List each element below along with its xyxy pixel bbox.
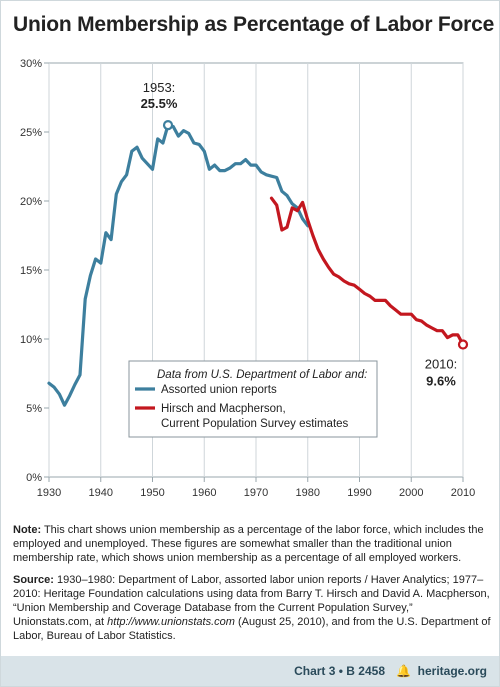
y-tick-label: 10% (20, 334, 42, 346)
x-tick-label: 2010 (451, 487, 475, 499)
annotation-2010-label: 2010: (425, 357, 458, 372)
footer-bar: Chart 3 • B 2458 🔔 heritage.org (1, 656, 499, 686)
x-tick-label: 1950 (140, 487, 164, 499)
y-tick-label: 0% (26, 472, 42, 484)
series-line-union-reports (47, 123, 310, 407)
footer-text: Chart 3 • B 2458 🔔 heritage.org (294, 664, 487, 678)
x-tick-label: 2000 (399, 487, 423, 499)
note-paragraph: Note: This chart shows union membership … (13, 523, 491, 565)
legend-label-hirsch-macpherson: Hirsch and Macpherson, Current Population… (161, 403, 349, 430)
note-text: This chart shows union membership as a p… (13, 524, 484, 564)
annotation-2010-value: 9.6% (426, 374, 456, 389)
x-tick-label: 1940 (89, 487, 113, 499)
source-text-1: 1930–1980: Department of Labor, assorted… (13, 574, 490, 628)
legend-label-union-reports: Assorted union reports (161, 384, 277, 396)
source-label: Source: (13, 574, 54, 586)
legend-label-line-2: Current Population Survey estimates (161, 418, 349, 430)
site-label: heritage.org (417, 664, 487, 678)
y-tick-label: 5% (26, 403, 42, 415)
chart-plot: 1930 1940 1950 1960 1970 1980 1990 2000 2010 0% 5%… (20, 58, 475, 499)
source-url: http://www.unionstats.com (107, 616, 235, 628)
x-tick-label: 1960 (192, 487, 216, 499)
x-tick-label: 1970 (244, 487, 268, 499)
annotation-1953-value: 25.5% (141, 96, 178, 111)
marker-2010 (457, 339, 469, 350)
annotation-1953-label: 1953: (143, 80, 176, 95)
y-tick-label: 25% (20, 127, 42, 139)
legend-box (128, 360, 378, 438)
note-label: Note: (13, 524, 42, 536)
source-paragraph: Source: 1930–1980: Department of Labor, … (13, 573, 491, 643)
chart-number-label: Chart 3 • B 2458 (294, 664, 385, 678)
y-tick-label: 15% (20, 265, 42, 277)
chart-title: Union Membership as Percentage of Labor … (13, 13, 495, 36)
y-tick-label: 30% (20, 58, 42, 70)
x-tick-label: 1990 (347, 487, 371, 499)
legend-label-line-1: Hirsch and Macpherson, (161, 403, 286, 415)
notes-block: Note: This chart shows union membership … (13, 523, 491, 651)
series-line-hirsch-macpherson (269, 196, 465, 347)
source-text-2: (August 25, 2010), and from the U.S. Dep… (13, 616, 491, 642)
y-tick-label: 20% (20, 196, 42, 208)
x-tick-label: 1980 (296, 487, 320, 499)
legend-title: Data from U.S. Department of Labor and: (157, 369, 367, 381)
marker-1953 (162, 119, 174, 131)
bell-icon: 🔔 (396, 664, 412, 678)
x-tick-label: 1930 (37, 487, 61, 499)
